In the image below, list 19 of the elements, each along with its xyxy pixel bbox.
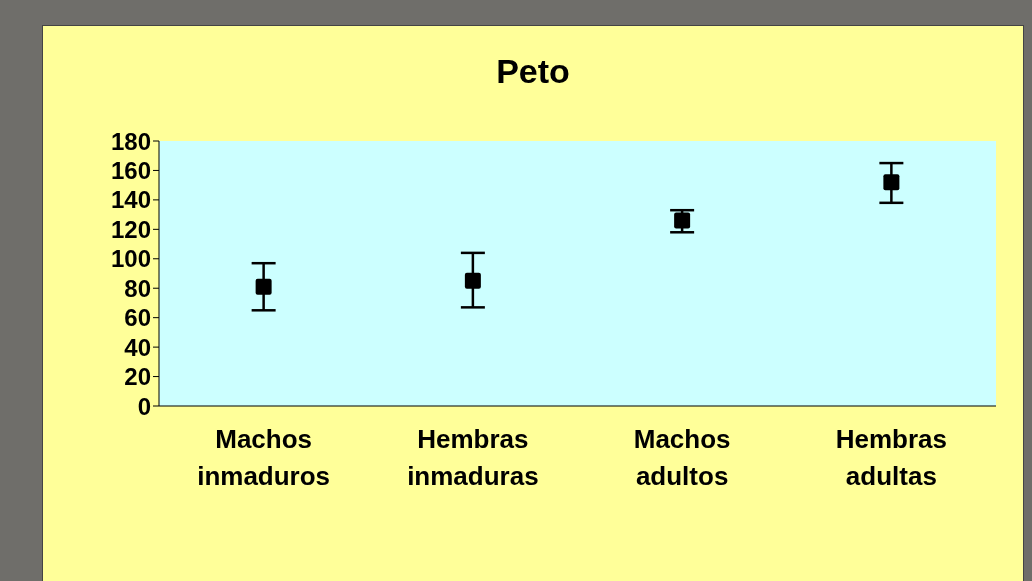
y-tick-label: 40 [124,333,151,361]
point [883,174,900,191]
y-tick-label: 100 [110,245,151,273]
x-tick-label: Hembras adultas [835,424,948,491]
point [464,272,481,289]
chart-title: Peto [495,52,571,91]
y-tick-label: 120 [110,215,151,243]
y-tick-label: 140 [110,186,151,214]
point [674,212,691,229]
point [255,278,272,295]
y-tick-label: 180 [110,127,151,155]
x-tick-label: Hembras inmaduras [407,424,539,491]
y-tick-label: 80 [124,274,151,302]
x-tick-label: Machos adultos [633,424,731,491]
y-tick-label: 0 [137,392,151,420]
y-tick-label: 60 [124,304,151,332]
y-tick-label: 20 [124,363,151,391]
x-tick-label: Machos inmaduros [197,424,331,491]
y-tick-label: 160 [110,156,151,184]
